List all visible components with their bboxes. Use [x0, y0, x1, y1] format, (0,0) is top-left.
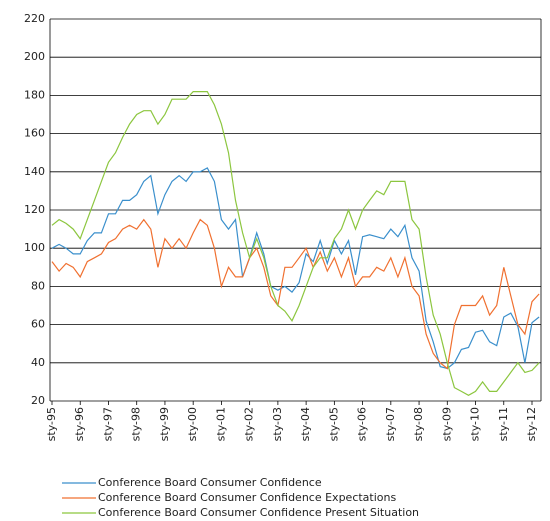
- y-tick-label: 120: [24, 203, 45, 216]
- legend-label: Conference Board Consumer Confidence Pre…: [98, 506, 419, 519]
- x-tick-label: sty-98: [130, 407, 143, 441]
- y-tick-label: 160: [24, 127, 45, 140]
- x-tick-label: sty-02: [243, 407, 256, 441]
- y-tick-label: 140: [24, 165, 45, 178]
- x-tick-label: sty-00: [186, 407, 199, 441]
- y-tick-label: 100: [24, 241, 45, 254]
- x-tick-label: sty-04: [299, 407, 312, 441]
- x-tick-label: sty-95: [45, 407, 58, 441]
- x-tick-label: sty-08: [412, 407, 425, 441]
- x-tick-label: sty-99: [158, 407, 171, 441]
- legend-label: Conference Board Consumer Confidence: [98, 476, 322, 489]
- y-tick-label: 220: [24, 12, 45, 25]
- x-tick-label: sty-07: [384, 407, 397, 441]
- y-tick-label: 200: [24, 50, 45, 63]
- y-tick-label: 40: [31, 356, 45, 369]
- x-tick-label: sty-05: [327, 407, 340, 441]
- y-tick-label: 180: [24, 88, 45, 101]
- y-tick-label: 60: [31, 318, 45, 331]
- x-tick-label: sty-97: [101, 407, 114, 441]
- y-tick-label: 80: [31, 279, 45, 292]
- x-tick-label: sty-06: [356, 407, 369, 441]
- series-line: [51, 91, 540, 396]
- series-line: [51, 167, 540, 370]
- x-tick-label: sty-96: [73, 407, 86, 441]
- series-line: [51, 218, 540, 370]
- x-tick-label: sty-12: [525, 407, 538, 441]
- legend-label: Conference Board Consumer Confidence Exp…: [98, 491, 396, 504]
- x-tick-label: sty-10: [469, 407, 482, 441]
- x-tick-label: sty-09: [440, 407, 453, 441]
- x-tick-label: sty-11: [497, 407, 510, 441]
- x-tick-label: sty-01: [214, 407, 227, 441]
- y-tick-label: 20: [31, 394, 45, 407]
- x-tick-label: sty-03: [271, 407, 284, 441]
